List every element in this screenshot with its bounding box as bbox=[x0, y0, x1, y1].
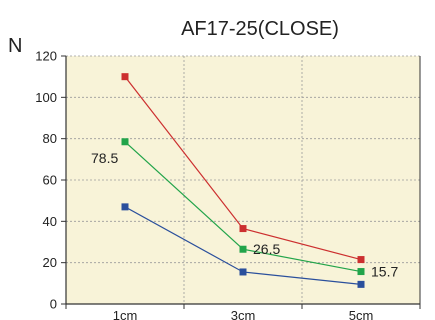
series-0-point bbox=[121, 73, 129, 81]
series-1-point bbox=[239, 245, 247, 253]
series-2-point bbox=[239, 268, 247, 276]
series-group bbox=[121, 73, 365, 288]
y-tick-label: 80 bbox=[43, 131, 57, 146]
series-2-point bbox=[121, 203, 129, 211]
series-1-point bbox=[357, 268, 365, 276]
y-tick-label: 100 bbox=[35, 90, 57, 105]
series-2-point bbox=[357, 280, 365, 288]
data-label: 78.5 bbox=[91, 150, 118, 166]
x-tick-label: 1cm bbox=[113, 308, 138, 320]
y-tick-labels: 0 20 40 60 80 100 120 bbox=[35, 49, 66, 312]
y-tick-label: 0 bbox=[50, 297, 57, 312]
y-tick-label: 40 bbox=[43, 214, 57, 229]
series-0-point bbox=[357, 256, 365, 264]
data-label: 15.7 bbox=[371, 264, 398, 280]
y-tick-label: 120 bbox=[35, 49, 57, 64]
x-tick-label: 3cm bbox=[231, 308, 256, 320]
data-label: 26.5 bbox=[253, 241, 280, 257]
series-1-point bbox=[121, 138, 129, 146]
grid bbox=[66, 55, 420, 304]
series-0-point bbox=[239, 225, 247, 233]
x-tick-labels: 1cm 3cm 5cm bbox=[65, 304, 421, 320]
x-tick-label: 5cm bbox=[349, 308, 374, 320]
chart-title: AF17-25(CLOSE) bbox=[181, 18, 339, 40]
y-axis-label: N bbox=[8, 35, 22, 57]
y-tick-label: 20 bbox=[43, 255, 57, 270]
y-tick-label: 60 bbox=[43, 173, 57, 188]
data-labels: 78.5 26.5 15.7 bbox=[91, 150, 398, 280]
